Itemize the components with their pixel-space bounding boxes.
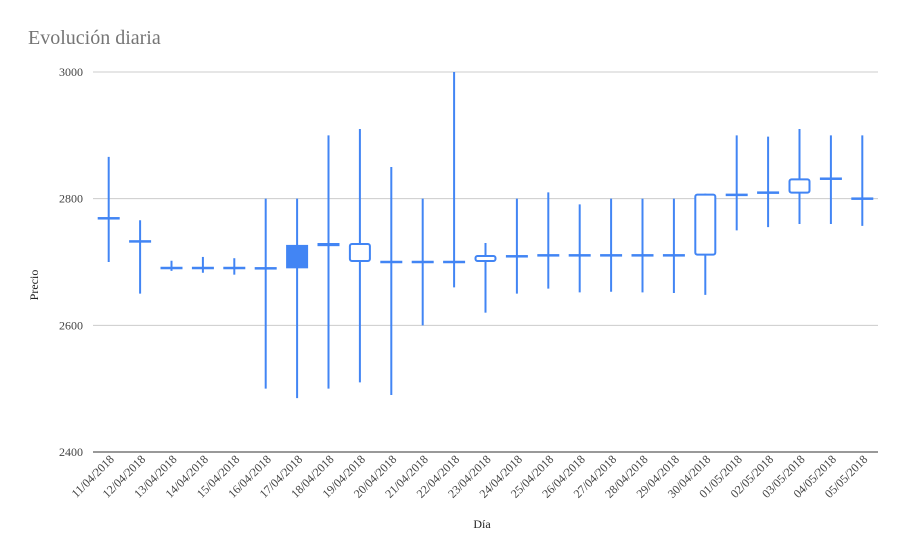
candle-body [694, 193, 717, 256]
candle-body [819, 177, 842, 180]
candle-body [160, 266, 183, 270]
candle [505, 198, 528, 294]
chart-title: Evolución diaria [28, 27, 161, 49]
candle-body [662, 254, 685, 257]
candle [286, 198, 309, 399]
y-tick-label: 2600 [59, 318, 83, 332]
y-tick-label: 2400 [59, 445, 83, 459]
candle-body [537, 254, 560, 257]
candle [411, 198, 434, 326]
candle [160, 260, 183, 271]
candle-body [788, 178, 811, 194]
candle-body [757, 191, 780, 194]
candle [819, 135, 842, 224]
candle [600, 198, 623, 292]
candle-body [317, 243, 340, 247]
candle [254, 198, 277, 389]
candle [380, 167, 403, 395]
gridlines [93, 71, 878, 453]
candle [129, 220, 152, 294]
candle-body [286, 244, 309, 269]
candles [97, 72, 874, 399]
tick-labels: 240026002800300011/04/201812/04/201813/0… [59, 65, 870, 501]
candle-body [851, 197, 874, 200]
candle [317, 135, 340, 389]
y-tick-label: 2800 [59, 192, 83, 206]
candle [725, 135, 748, 231]
candle [223, 258, 246, 275]
y-tick-label: 3000 [59, 65, 83, 79]
candle [443, 72, 466, 288]
candle-body [97, 217, 120, 220]
candle [851, 135, 874, 226]
candle [348, 129, 371, 383]
candle-body [631, 254, 654, 257]
candle-body [191, 266, 214, 270]
candle-body [505, 255, 528, 258]
candle [631, 198, 654, 293]
candle [97, 156, 120, 262]
candle-body [223, 266, 246, 270]
candle-body [600, 254, 623, 257]
candle-body [348, 243, 371, 262]
candle [662, 198, 685, 294]
candle-body [568, 254, 591, 257]
candle-body [474, 255, 497, 262]
candle-body [380, 260, 403, 264]
candle-body [254, 267, 277, 270]
candle [191, 256, 214, 273]
candle [568, 204, 591, 293]
candle [537, 192, 560, 289]
candle-body [411, 260, 434, 264]
y-axis-title: Precio [27, 270, 41, 301]
candle [788, 129, 811, 224]
candle [757, 136, 780, 228]
candle-body [129, 240, 152, 243]
candle [474, 243, 497, 313]
candle-body [725, 193, 748, 197]
x-axis-title: Día [473, 517, 491, 531]
candle-body [443, 260, 466, 264]
candle [694, 193, 717, 295]
